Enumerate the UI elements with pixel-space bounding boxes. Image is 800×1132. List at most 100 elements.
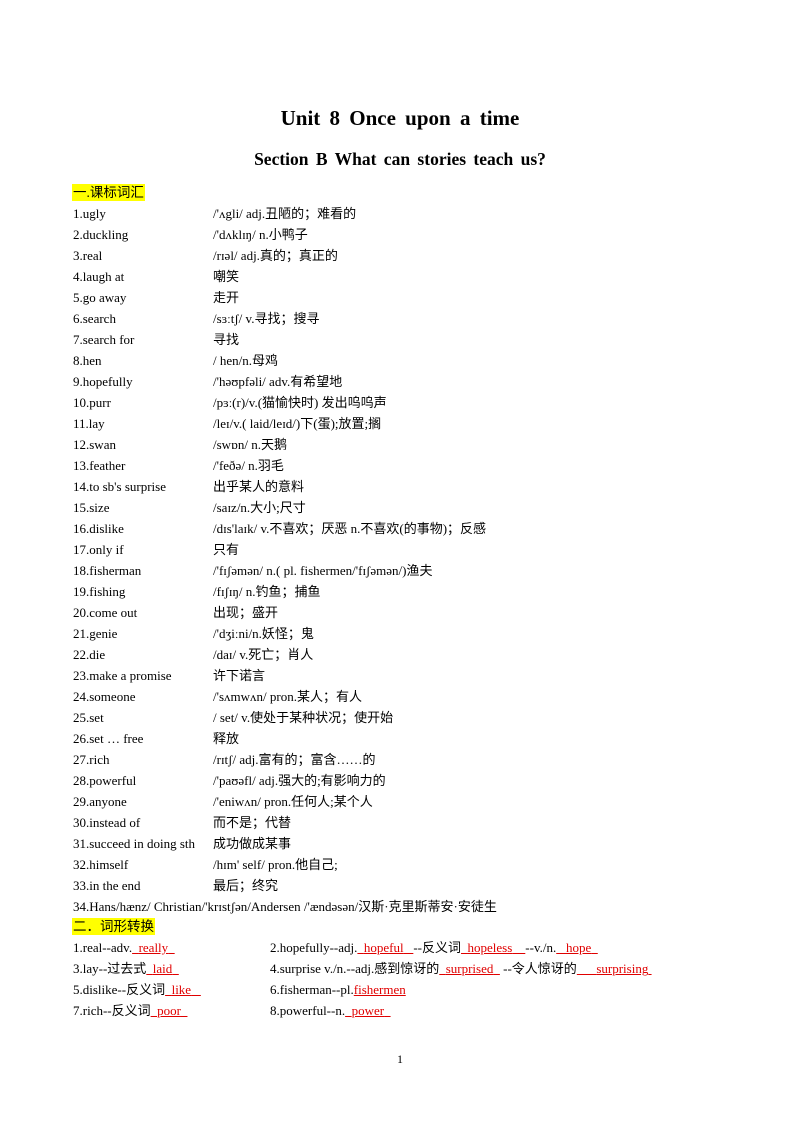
word-form-item-5: 5.dislike--反义词 like bbox=[73, 981, 201, 999]
vocab-definition: / set/ v.使处于某种状况；使开始 bbox=[213, 710, 394, 725]
vocab-term: 29.anyone bbox=[73, 794, 127, 809]
vocabulary-list: 1.ugly /'ʌgli/ adj.丑陋的；难看的 2.duckling /'dʌk… bbox=[73, 205, 753, 919]
vocab-row: 6.search/sɜːtʃ/ v.寻找；搜寻 bbox=[73, 310, 753, 331]
vocab-definition: /'dʌklɪŋ/ n.小鸭子 bbox=[213, 227, 308, 242]
vocab-definition: /dɪs'laɪk/ v.不喜欢；厌恶 n.不喜欢(的事物)；反感 bbox=[213, 521, 487, 536]
vocab-row: 30.instead of 而不是；代替 bbox=[73, 814, 753, 835]
vocab-definition: /saɪz/n.大小;尺寸 bbox=[213, 500, 306, 515]
page-title: Unit 8 Once upon a time bbox=[280, 106, 520, 130]
vocab-term: 26.set … free bbox=[73, 731, 144, 746]
word-form-prompt: 3.lay--过去式 bbox=[73, 961, 147, 976]
section-heading-vocabulary: 一.课标词汇 bbox=[72, 184, 145, 201]
vocab-row: 15.size/saɪz/n.大小;尺寸 bbox=[73, 499, 753, 520]
vocab-term: 12.swan bbox=[73, 437, 116, 452]
vocab-term: 20.come out bbox=[73, 605, 138, 620]
answer-blank: like bbox=[171, 982, 192, 997]
answer-blank: poor bbox=[157, 1003, 181, 1018]
vocab-definition: 成功做成某事 bbox=[213, 836, 292, 851]
answer-blank: hopeless bbox=[467, 940, 513, 955]
vocab-definition: 只有 bbox=[213, 542, 240, 557]
vocab-row: 19.fishing/fɪʃɪŋ/ n.钓鱼；捕鱼 bbox=[73, 583, 753, 604]
word-form-prompt: 8.powerful--n. bbox=[270, 1003, 346, 1018]
vocab-definition: /rɪtʃ/ adj.富有的；富含……的 bbox=[213, 752, 376, 767]
vocab-term: 24.someone bbox=[73, 689, 136, 704]
vocab-row: 28.powerful /'paʊəfl/ adj.强大的;有影响力的 bbox=[73, 772, 753, 793]
vocab-row: 25.set / set/ v.使处于某种状况；使开始 bbox=[73, 709, 753, 730]
answer-blank: power bbox=[351, 1003, 385, 1018]
vocab-row: 8.hen / hen/n.母鸡 bbox=[73, 352, 753, 373]
vocab-row: 10.purr/pɜː(r)/v.(猫愉快时) 发出呜呜声 bbox=[73, 394, 753, 415]
word-form-prompt: 2.hopefully--adj. bbox=[270, 940, 358, 955]
answer-blank: laid bbox=[152, 961, 173, 976]
word-form-prompt: 1.real--adv. bbox=[73, 940, 133, 955]
vocab-row: 24.someone /'sʌmwʌn/ pron.某人；有人 bbox=[73, 688, 753, 709]
vocab-row: 21.genie /'dʒiːni/n.妖怪；鬼 bbox=[73, 625, 753, 646]
answer-blank: really bbox=[138, 940, 169, 955]
vocab-row: 13.feather /'feðə/ n.羽毛 bbox=[73, 457, 753, 478]
answer-blank: hopeful bbox=[363, 940, 404, 955]
vocab-term: 5.go away bbox=[73, 290, 127, 305]
vocab-term: 22.die bbox=[73, 647, 106, 662]
vocab-definition: 嘲笑 bbox=[213, 269, 240, 284]
vocab-term: 3.real bbox=[73, 248, 103, 263]
vocab-term: 14.to sb's surprise bbox=[73, 479, 166, 494]
vocab-term: 31.succeed in doing sth bbox=[73, 836, 196, 851]
vocab-term: 13.feather bbox=[73, 458, 126, 473]
vocab-definition: /'ʌgli/ adj.丑陋的；难看的 bbox=[213, 206, 357, 221]
answer-blank: surprised bbox=[445, 961, 494, 976]
vocab-definition: /leɪ/v.( laid/leɪd/)下(蛋);放置;搁 bbox=[213, 416, 382, 431]
vocab-definition: /fɪʃɪŋ/ n.钓鱼；捕鱼 bbox=[213, 584, 321, 599]
vocab-row: 32.himself/hɪm' self/ pron.他自己; bbox=[73, 856, 753, 877]
vocab-row: 26.set … free 释放 bbox=[73, 730, 753, 751]
word-form-item-1: 1.real--adv. really bbox=[73, 939, 175, 957]
vocab-term: 30.instead of bbox=[73, 815, 141, 830]
vocab-term: 18.fisherman bbox=[73, 563, 142, 578]
word-form-row: 5.dislike--反义词 like 6.fisherman--pl.fish… bbox=[73, 981, 763, 1002]
vocab-definition: /pɜː(r)/v.(猫愉快时) 发出呜呜声 bbox=[213, 395, 387, 410]
section-heading-word-forms: 二．词形转换 bbox=[72, 918, 155, 935]
vocab-definition: /'eniwʌn/ pron.任何人;某个人 bbox=[213, 794, 373, 809]
vocab-term: 17.only if bbox=[73, 542, 124, 557]
vocab-row: 2.duckling /'dʌklɪŋ/ n.小鸭子 bbox=[73, 226, 753, 247]
vocab-definition: 而不是；代替 bbox=[213, 815, 292, 830]
word-form-row: 1.real--adv. really 2.hopefully--adj. ho… bbox=[73, 939, 763, 960]
vocab-row: 31.succeed in doing sth 成功做成某事 bbox=[73, 835, 753, 856]
vocab-term: 10.purr bbox=[73, 395, 111, 410]
vocab-term: 1.ugly bbox=[73, 206, 106, 221]
vocab-definition: /hɪm' self/ pron.他自己; bbox=[213, 857, 338, 872]
vocab-row: 33.in the end 最后；终究 bbox=[73, 877, 753, 898]
vocab-term: 21.genie bbox=[73, 626, 118, 641]
vocab-term: 7.search for bbox=[73, 332, 135, 347]
vocab-term: 16.dislike bbox=[73, 521, 124, 536]
vocab-row: 4.laugh at 嘲笑 bbox=[73, 268, 753, 289]
vocab-row: 20.come out 出现；盛开 bbox=[73, 604, 753, 625]
answer-blank: hope bbox=[565, 940, 592, 955]
vocab-definition: /'dʒiːni/n.妖怪；鬼 bbox=[213, 626, 314, 641]
vocab-term: 4.laugh at bbox=[73, 269, 125, 284]
vocab-definition: 许下诺言 bbox=[213, 668, 266, 683]
word-form-prompt: 5.dislike--反义词 bbox=[73, 982, 166, 997]
word-form-item-7: 7.rich--反义词 poor bbox=[73, 1002, 187, 1020]
answer-blank: fishermen bbox=[353, 982, 406, 997]
vocab-row: 5.go away 走开 bbox=[73, 289, 753, 310]
vocab-row: 12.swan/swɒn/ n.天鹅 bbox=[73, 436, 753, 457]
vocab-definition: 出现；盛开 bbox=[213, 605, 279, 620]
vocab-definition: 寻找 bbox=[213, 332, 240, 347]
word-form-prompt: 6.fisherman--pl. bbox=[270, 982, 354, 997]
word-form-row: 7.rich--反义词 poor 8.powerful--n. power bbox=[73, 1002, 763, 1023]
word-form-prompt: 7.rich--反义词 bbox=[73, 1003, 151, 1018]
vocab-term: 2.duckling bbox=[73, 227, 129, 242]
vocab-row: 29.anyone /'eniwʌn/ pron.任何人;某个人 bbox=[73, 793, 753, 814]
word-form-prompt: --v./n. bbox=[525, 940, 557, 955]
vocab-row: 1.ugly /'ʌgli/ adj.丑陋的；难看的 bbox=[73, 205, 753, 226]
vocab-definition: /'paʊəfl/ adj.强大的;有影响力的 bbox=[213, 773, 386, 788]
vocab-row: 23.make a promise 许下诺言 bbox=[73, 667, 753, 688]
vocab-term: 15.size bbox=[73, 500, 110, 515]
section-subtitle: Section B What can stories teach us? bbox=[254, 149, 546, 169]
vocab-term: 32.himself bbox=[73, 857, 129, 872]
vocab-term: 23.make a promise bbox=[73, 668, 172, 683]
vocab-row: 9.hopefully /'həʊpfəli/ adv.有希望地 bbox=[73, 373, 753, 394]
vocab-row: 7.search for 寻找 bbox=[73, 331, 753, 352]
vocab-row: 18.fisherman /'fɪʃəmən/ n.( pl. fishermen… bbox=[73, 562, 753, 583]
page-number: 1 bbox=[397, 1052, 403, 1066]
